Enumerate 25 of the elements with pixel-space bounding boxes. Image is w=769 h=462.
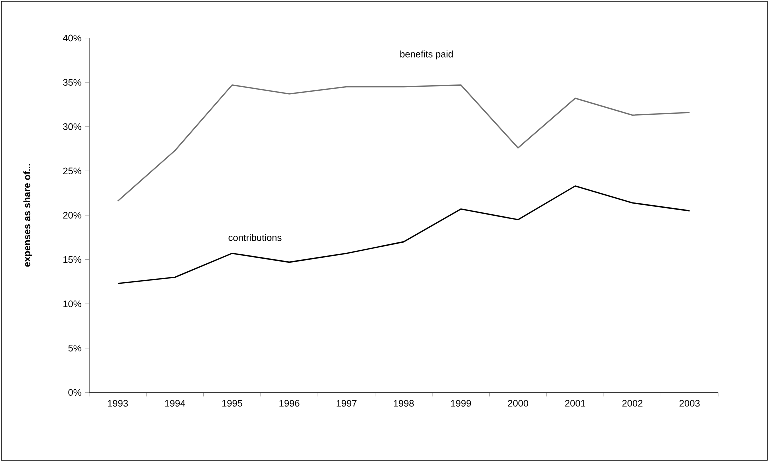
y-axis-title: expenses as share of... [24,164,32,267]
line-series [117,84,690,202]
x-tick-label: 1993 [108,400,128,407]
y-tick-label: 0% [68,389,82,396]
x-tick-label: 1996 [280,400,300,407]
text: benefits paid [400,50,454,60]
y-tick-label: 5% [68,345,82,352]
y-tick-label: 20% [63,212,82,219]
y-tick-label: 40% [63,34,82,42]
x-tick-label: 1994 [165,400,186,407]
y-tick-label: 35% [63,79,82,86]
x-tick-label: 1995 [222,400,243,407]
x-tick-label: 1999 [451,400,472,407]
x-tick-label: 1997 [336,400,357,407]
x-tick-label: 2003 [680,400,700,407]
y-tick-label: 15% [64,256,82,264]
series-label: contributions [228,234,282,242]
y-tick-label: 25% [63,168,82,175]
y-tick-label: 10% [64,300,82,308]
x-tick-label: 1998 [394,400,414,407]
line-series [117,186,690,284]
x-tick-label: 2002 [622,400,643,407]
y-tick-label: 30% [63,124,82,130]
x-tick-label: 2000 [508,400,528,407]
x-tick-label: 2001 [565,400,586,407]
